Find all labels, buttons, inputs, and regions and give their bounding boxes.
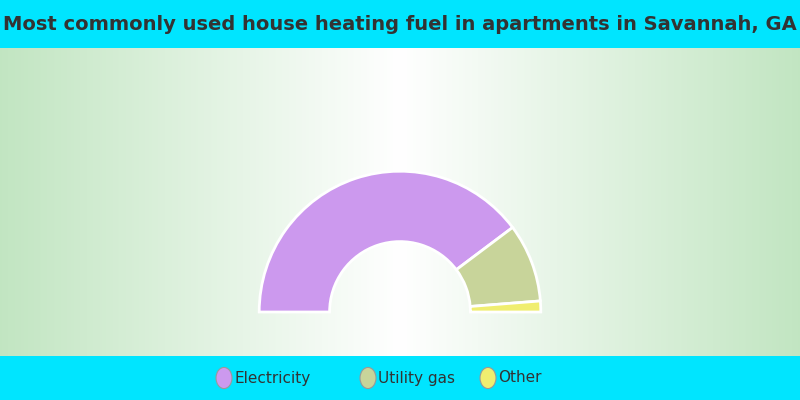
- Text: Utility gas: Utility gas: [378, 370, 455, 386]
- Ellipse shape: [216, 368, 232, 388]
- Ellipse shape: [360, 368, 376, 388]
- Wedge shape: [470, 301, 541, 312]
- Ellipse shape: [480, 368, 496, 388]
- Text: Electricity: Electricity: [234, 370, 310, 386]
- Wedge shape: [456, 228, 540, 306]
- Wedge shape: [259, 171, 513, 312]
- Text: Other: Other: [498, 370, 542, 386]
- Text: Most commonly used house heating fuel in apartments in Savannah, GA: Most commonly used house heating fuel in…: [3, 14, 797, 34]
